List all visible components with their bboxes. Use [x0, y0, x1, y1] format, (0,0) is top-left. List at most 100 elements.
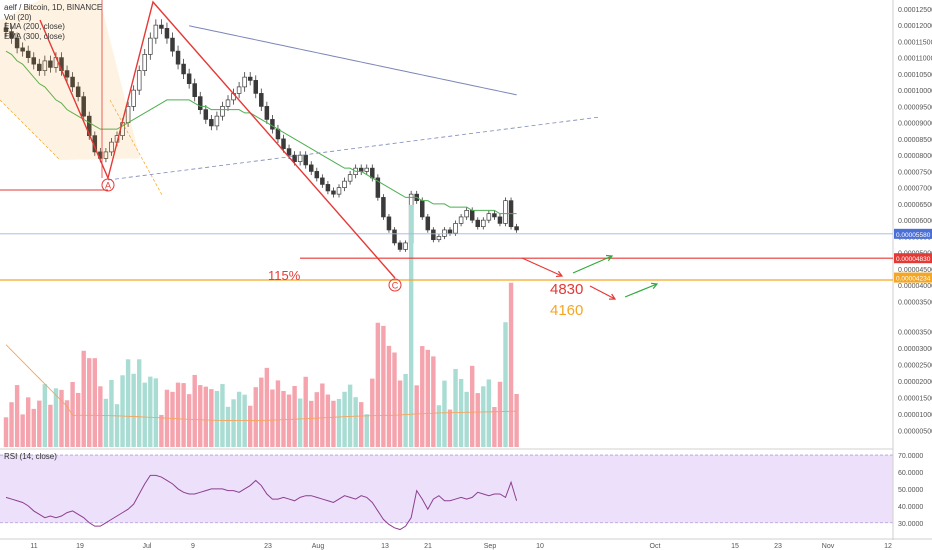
candle-body [403, 242, 408, 250]
candle-body [14, 37, 20, 49]
volume-bar [359, 402, 364, 447]
volume-bar [497, 381, 503, 447]
volume-bar [431, 356, 436, 447]
price-tick-label: 0.00009000 [898, 121, 932, 128]
price-badge [894, 228, 932, 239]
time-tick-label: 13 [381, 543, 389, 550]
candle-body [325, 184, 331, 192]
candle-body [386, 216, 392, 231]
candle-body [303, 154, 308, 166]
candle-body [209, 119, 214, 127]
candle-body [392, 229, 397, 244]
candle-body [447, 229, 453, 234]
volume-bar [231, 399, 236, 447]
candle-body [42, 60, 48, 71]
volume-bar [320, 383, 325, 447]
volume-bar [420, 346, 425, 447]
volume-bar [408, 204, 414, 447]
time-tick-label: 12 [884, 543, 892, 550]
volume-bar [120, 375, 125, 447]
time-tick-label: Jul [143, 543, 152, 550]
candle-body [497, 216, 503, 224]
price-tick-label: 0.00012000 [898, 23, 932, 30]
price-badge [894, 253, 932, 264]
candle-body [514, 226, 519, 231]
legend-vol: Vol (20) [4, 12, 32, 22]
volume-bar [75, 392, 81, 447]
candle-body [20, 47, 25, 52]
volume-bar [109, 379, 114, 447]
candle-body [220, 106, 225, 117]
candle-body [281, 138, 286, 150]
volume-bar [442, 380, 447, 447]
price-badge-label: 0.00005580 [896, 232, 931, 239]
volume-bar [142, 382, 147, 447]
volume-bar [209, 389, 214, 447]
volume-bar [153, 378, 159, 447]
candle-body [109, 141, 114, 153]
arrow-up-1 [572, 255, 613, 274]
volume-bar [331, 400, 336, 447]
candle-body [492, 213, 497, 218]
candle-body [70, 76, 75, 88]
candle-body [159, 24, 164, 29]
candle-body [203, 109, 209, 120]
wave-a-marker [101, 178, 115, 192]
candle-body [198, 96, 203, 110]
volume-bar [392, 352, 397, 447]
volume-bar [203, 386, 208, 447]
price-tick-label: 0.00010500 [898, 72, 932, 79]
volume-bar [198, 385, 203, 447]
volume-bar [403, 374, 408, 447]
target-4160-label: 4160 [550, 302, 583, 319]
volume-bar [414, 385, 419, 447]
rsi-tick-label: 40.0000 [898, 504, 923, 511]
volume-bar [81, 350, 86, 447]
ema-200-line [189, 25, 517, 96]
volume-bar [53, 388, 59, 447]
candle-body [458, 216, 464, 224]
volume-tick-label: 0.00003500 [898, 330, 932, 337]
candle-body [175, 50, 181, 65]
volume-bar [325, 394, 331, 447]
volume-bar [175, 382, 181, 447]
arrow-up-2-head [650, 282, 659, 290]
volume-bar [225, 406, 231, 447]
candle-body [48, 60, 53, 68]
time-tick-label: 9 [191, 543, 195, 550]
arrow-up-1-head [605, 254, 614, 262]
volume-bar [3, 417, 9, 447]
volume-bar [31, 408, 36, 447]
volume-tick-label: 0.00000500 [898, 429, 932, 436]
volume-bar [353, 397, 358, 447]
candle-body [64, 70, 70, 78]
candle-body [270, 119, 275, 130]
price-tick-label: 0.00010000 [898, 88, 932, 95]
volume-tick-label: 0.00001000 [898, 412, 932, 419]
candle-body [236, 86, 242, 94]
candle-body [503, 200, 508, 224]
volume-bar [375, 322, 381, 447]
volume-bar [381, 325, 386, 447]
volume-bar [125, 359, 131, 447]
candle-body [347, 174, 353, 182]
candle-body [153, 24, 159, 39]
volume-bar [64, 400, 70, 447]
volume-bar [26, 397, 31, 447]
dashed-trendline [107, 116, 601, 181]
time-tick-label: 10 [536, 543, 544, 550]
candle-body [81, 96, 86, 117]
volume-bar [464, 391, 469, 447]
candle-body [103, 151, 109, 159]
volume-bar [70, 381, 75, 447]
volume-bar [342, 391, 347, 447]
volume-bar [9, 402, 14, 447]
rsi-tick-label: 70.0000 [898, 453, 923, 460]
price-tick-label: 0.00009500 [898, 104, 932, 111]
time-tick-label: Nov [822, 543, 835, 550]
volume-bar [336, 398, 342, 447]
candle-body [136, 70, 142, 91]
volume-bar [92, 358, 97, 447]
candle-body [481, 219, 486, 228]
